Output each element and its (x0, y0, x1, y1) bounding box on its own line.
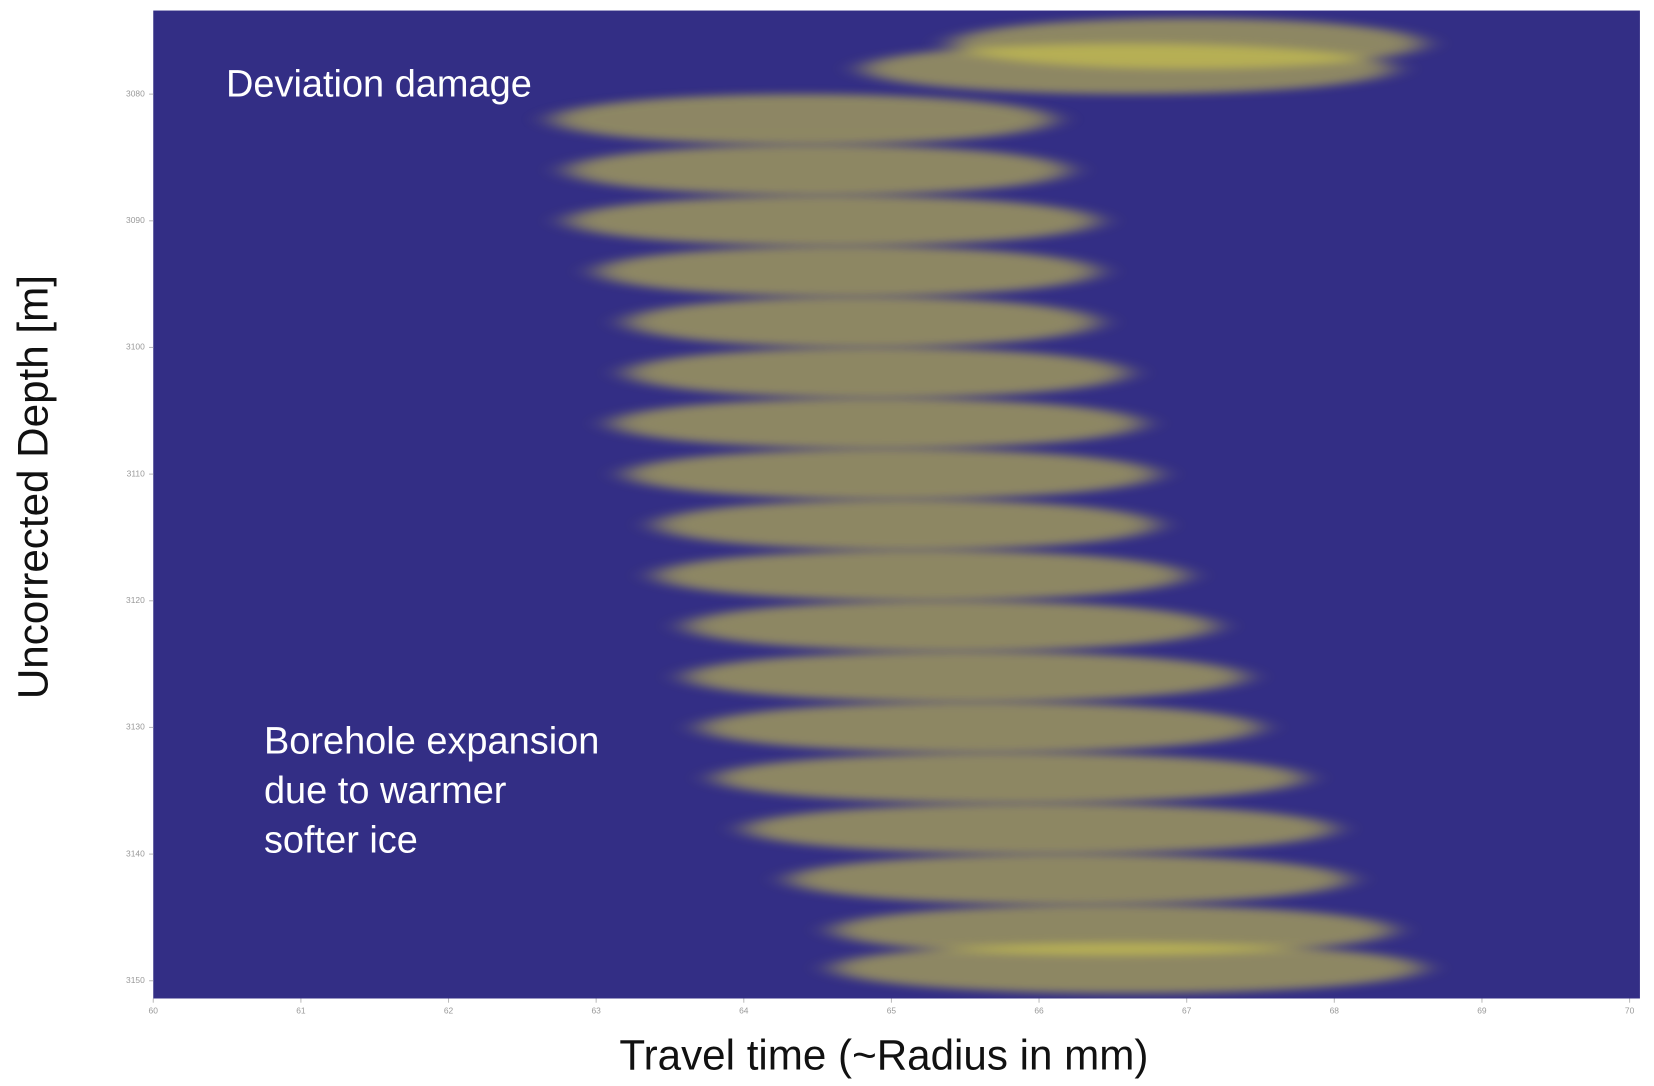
ridge-glow (684, 651, 1246, 703)
x-tick-label: 68 (1330, 1005, 1340, 1015)
x-tick-label: 64 (739, 1005, 749, 1015)
y-tick-label: 3150 (126, 975, 145, 985)
ridge-glow (832, 904, 1394, 956)
ridge-glow (655, 550, 1187, 601)
ridge-glow (699, 702, 1261, 753)
ridge-glow (743, 803, 1335, 855)
annotation: Borehole expansion (264, 720, 599, 762)
annotation: Deviation damage (226, 63, 532, 105)
y-tick-label: 3110 (127, 468, 145, 478)
marks (551, 18, 1423, 994)
x-axis-label: Travel time (~Radius in mm) (619, 1032, 1148, 1079)
ridge-glow (714, 752, 1305, 804)
y-tick-label: 3130 (126, 722, 145, 732)
ridge-glow (610, 398, 1143, 449)
ridge-glow (655, 499, 1158, 551)
x-tick-label: 63 (591, 1005, 601, 1015)
ridge-glow (625, 296, 1099, 348)
y-tick-label: 3080 (126, 88, 145, 98)
ridge-glow (566, 144, 1069, 196)
y-tick-label: 3100 (126, 342, 145, 352)
annotation: due to warmer (264, 770, 506, 812)
ridge-glow (861, 43, 1394, 95)
ridge-glow (625, 448, 1158, 500)
x-tick-label: 66 (1034, 1005, 1044, 1015)
x-tick-label: 60 (149, 1005, 159, 1015)
y-tick-label: 3090 (126, 215, 145, 225)
y-tick-label: 3140 (126, 848, 145, 858)
x-tick-label: 67 (1182, 1005, 1192, 1015)
x-tick-label: 65 (887, 1005, 897, 1015)
ridge-glow (684, 600, 1217, 652)
x-tick-label: 61 (296, 1005, 306, 1015)
x-tick-label: 62 (444, 1005, 454, 1015)
ridge-glow (788, 854, 1350, 905)
ridge-glow (596, 246, 1099, 297)
y-tick-label: 3120 (126, 595, 145, 605)
ridge-glow (566, 195, 1099, 247)
y-axis-label: Uncorrected Depth [m] (9, 275, 56, 699)
annotation: softer ice (264, 819, 418, 861)
ridge-glow (551, 94, 1054, 145)
ridge-glow (625, 347, 1128, 399)
x-tick-label: 70 (1625, 1005, 1635, 1015)
x-tick-label: 69 (1477, 1005, 1487, 1015)
ridge-glow (832, 942, 1423, 994)
